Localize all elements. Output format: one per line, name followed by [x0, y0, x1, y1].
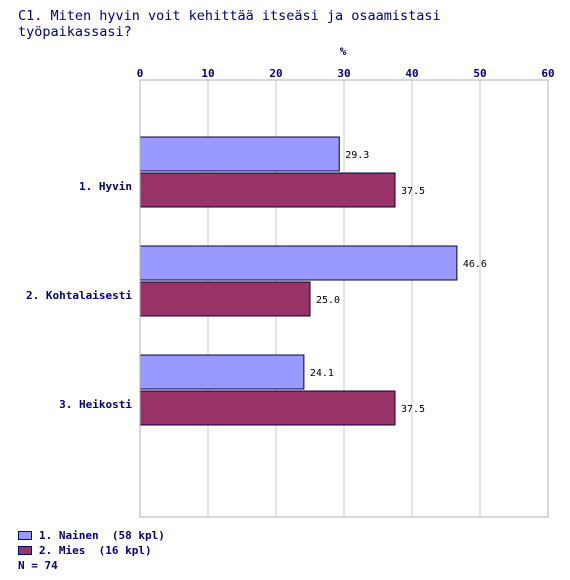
legend-label-mies: 2. Mies (16 kpl)	[39, 544, 152, 557]
data-label: 29.3	[345, 150, 369, 161]
x-tick-label: 30	[337, 67, 350, 80]
bar-nainen	[139, 245, 458, 281]
data-label: 37.5	[401, 186, 425, 197]
x-tick-label: 60	[541, 67, 554, 80]
x-tick-label: 20	[269, 67, 282, 80]
bar-nainen	[139, 136, 340, 172]
x-axis-label: %	[340, 45, 347, 58]
bar-mies	[139, 390, 396, 426]
chart-title: C1. Miten hyvin voit kehittää itseäsi ja…	[18, 8, 449, 40]
sample-size: N = 74	[18, 559, 58, 572]
bar-chart: % 0 10 20 30 40 50 60 29.3 37.5 46.6 25.0 24.1 37.5…	[26, 45, 555, 518]
bar-mies	[139, 281, 311, 317]
category-label: 2. Kohtalaisesti	[26, 289, 132, 302]
bar-mies	[139, 172, 396, 208]
x-tick-label: 10	[201, 67, 214, 80]
x-tick-label: 50	[473, 67, 486, 80]
x-tick-label: 0	[137, 67, 144, 80]
data-label: 24.1	[310, 368, 334, 379]
legend-item-nainen: 1. Nainen (58 kpl)	[18, 528, 165, 543]
plot-frame	[139, 79, 549, 518]
legend-swatch-mies	[18, 546, 32, 555]
category-label: 3. Heikosti	[59, 398, 132, 411]
x-tick-label: 40	[405, 67, 418, 80]
data-label: 25.0	[316, 295, 340, 306]
data-label: 37.5	[401, 404, 425, 415]
data-label: 46.6	[463, 259, 487, 270]
legend: 1. Nainen (58 kpl) 2. Mies (16 kpl) N = …	[18, 528, 165, 572]
legend-item-mies: 2. Mies (16 kpl)	[18, 543, 165, 558]
legend-swatch-nainen	[18, 531, 32, 540]
category-label: 1. Hyvin	[79, 180, 132, 193]
bar-nainen	[139, 354, 305, 390]
legend-label-nainen: 1. Nainen (58 kpl)	[39, 529, 165, 542]
